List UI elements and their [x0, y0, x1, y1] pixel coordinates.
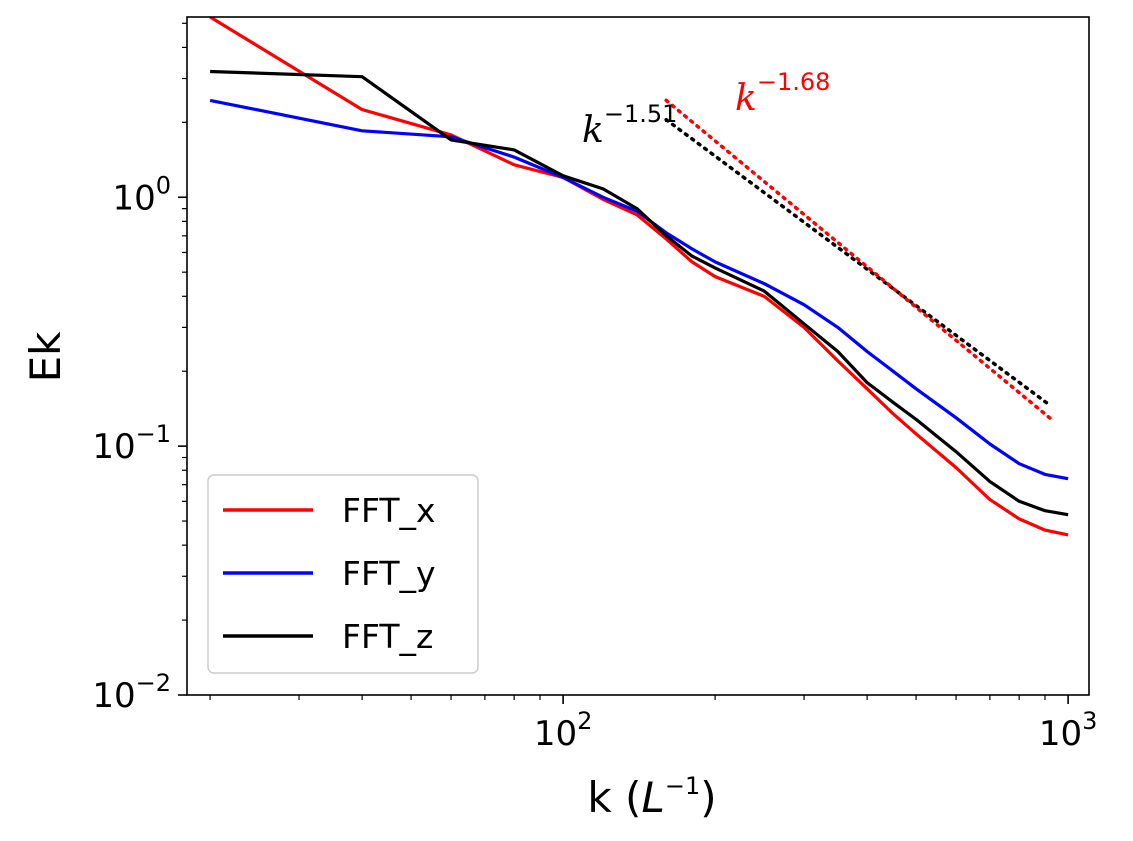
legend-label: FFT_z	[342, 617, 433, 656]
y-tick-label: 10−2	[92, 669, 171, 716]
series-line-fft-x	[209, 17, 1069, 537]
y-axis-label: Ek	[21, 331, 70, 383]
fit-layer	[664, 98, 1052, 420]
legend-label: FFT_y	[342, 554, 436, 593]
series-layer	[209, 17, 1069, 537]
x-axis-label: k (L−1)	[587, 772, 716, 822]
fit-line-0	[664, 117, 1052, 407]
labels-layer: k (L−1) Ek	[21, 331, 717, 822]
y-tick-label: 10−1	[92, 420, 171, 467]
legend: FFT_x FFT_y FFT_z	[207, 474, 479, 674]
plot-frame	[186, 16, 1090, 696]
annotation-layer: k−1.51 k−1.68	[582, 68, 830, 151]
series-line-fft-y	[209, 98, 1069, 481]
x-tick-label: 103	[1039, 707, 1098, 754]
y-tick-label: 100	[112, 171, 171, 218]
series-line-fft-z	[210, 69, 1069, 517]
fit-annotation-0: k−1.51	[582, 100, 677, 151]
fit-line-1	[664, 98, 1052, 420]
legend-label: FFT_x	[342, 491, 436, 530]
legend-box	[207, 474, 479, 674]
x-tick-label: 102	[534, 707, 593, 754]
ticks-layer: 102 103 10−2 10−1 100	[92, 22, 1098, 754]
fit-annotation-1: k−1.68	[735, 68, 830, 119]
